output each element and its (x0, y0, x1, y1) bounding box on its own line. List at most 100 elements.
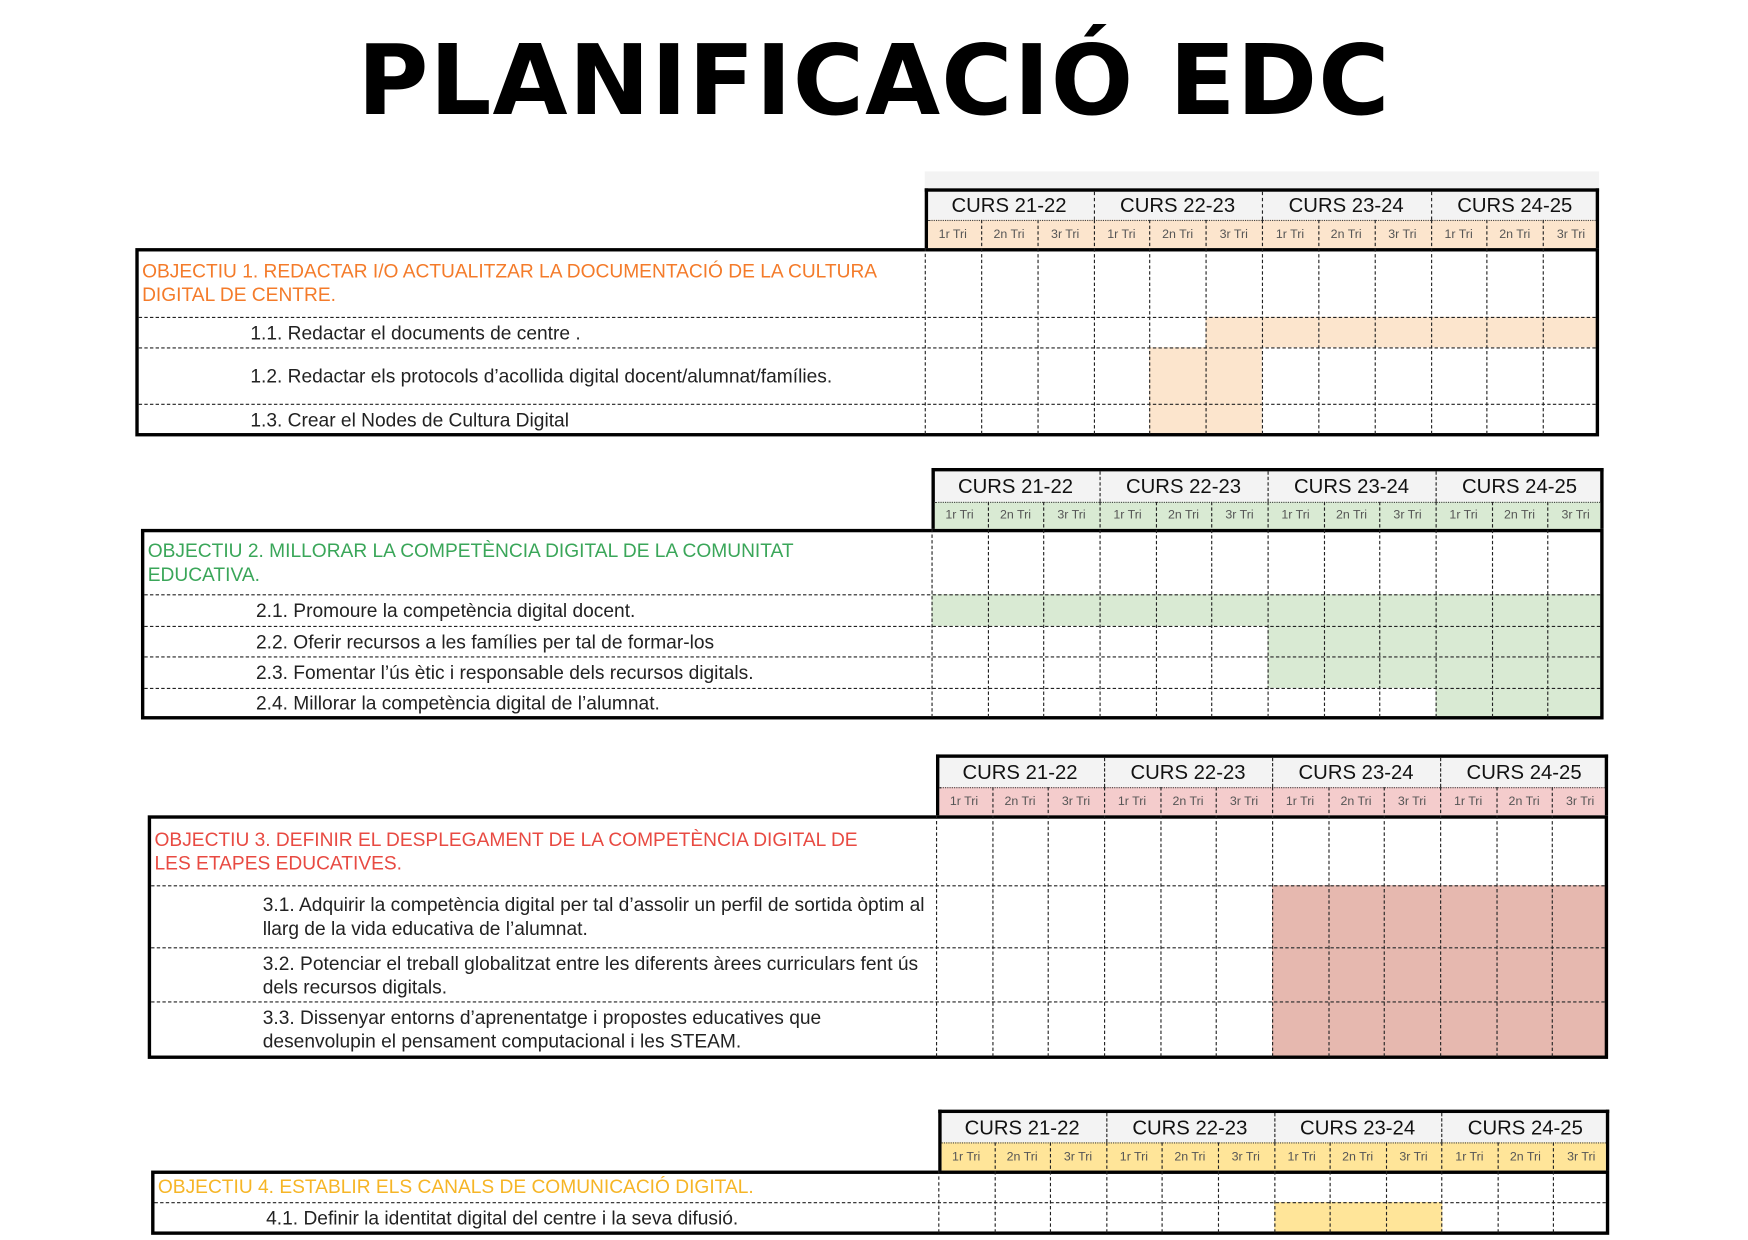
objective-title: OBJECTIU 2. MILLORAR LA COMPETÈNCIA DIGI… (147, 539, 794, 585)
trimester-label: 3r Tri (1225, 508, 1254, 523)
column-divider (1217, 1142, 1219, 1233)
action-item: 4.1. Definir la identitat digital del ce… (266, 1207, 739, 1229)
schedule-cell-active (1323, 594, 1381, 626)
action-item: 2.4. Millorar la competència digital de … (255, 692, 660, 714)
course-label: CURS 21-22 (964, 1115, 1080, 1139)
divider (1272, 757, 1274, 788)
row-divider (151, 885, 1605, 887)
page-title: PLANIFICACIÓ EDC (357, 24, 1391, 138)
divider (1104, 757, 1106, 788)
row-divider (144, 656, 1601, 658)
trimester-label: 3r Tri (1063, 1149, 1093, 1164)
schedule-cell-active (1272, 1001, 1329, 1057)
schedule-cell-active (1384, 885, 1441, 948)
trimester-label: 3r Tri (1393, 508, 1422, 523)
column-divider (1205, 219, 1207, 435)
action-item: 2.1. Promoure la competència digital doc… (255, 599, 636, 622)
schedule-cell-active (1205, 403, 1263, 435)
course-label: CURS 23-24 (1288, 193, 1404, 217)
trimester-label: 3r Tri (1051, 227, 1080, 241)
trimester-label: 2n Tri (1330, 227, 1362, 241)
column-divider (1267, 501, 1269, 718)
schedule-cell-active (1384, 947, 1441, 1002)
row-divider (144, 687, 1601, 690)
schedule-cell-active (1547, 656, 1605, 688)
schedule-cell-active (1491, 656, 1549, 688)
schedule-cell-active (1491, 594, 1549, 626)
column-divider (1272, 787, 1274, 1057)
trimester-label: 2n Tri (1504, 508, 1536, 523)
schedule-cell-active (1328, 1001, 1385, 1057)
column-divider (987, 501, 989, 718)
column-divider (1099, 501, 1101, 718)
column-divider (1104, 787, 1106, 1057)
trimester-label: 3r Tri (1231, 1149, 1260, 1164)
trimester-label: 1r Tri (1455, 1149, 1484, 1164)
objective-title: OBJECTIU 4. ESTABLIR ELS CANALS DE COMUN… (157, 1176, 754, 1198)
divider (1441, 1113, 1443, 1143)
divider (1435, 471, 1437, 502)
trimester-label: 2n Tri (1342, 1149, 1374, 1164)
column-divider (1105, 1142, 1108, 1233)
trimester-label: 2n Tri (1004, 794, 1036, 808)
action-item: 3.2. Potenciar el treball globalitzat en… (262, 952, 919, 998)
schedule-cell-active (1491, 687, 1549, 718)
schedule-cell-active (1496, 947, 1553, 1002)
column-divider (935, 815, 938, 1057)
row-divider (151, 947, 1605, 949)
course-label: CURS 21-22 (951, 193, 1067, 217)
divider (1093, 191, 1095, 220)
schedule-cell-active (1374, 316, 1432, 348)
row-divider (144, 625, 1601, 628)
course-label: CURS 23-24 (1298, 760, 1414, 784)
course-label: CURS 22-23 (1120, 193, 1236, 217)
objective-body (135, 248, 1600, 437)
row-divider (138, 316, 1596, 319)
schedule-cell-active (1272, 885, 1329, 948)
column-divider (994, 1142, 996, 1233)
schedule-cell-active (1430, 316, 1488, 348)
column-divider (1050, 1142, 1052, 1233)
trimester-label: 1r Tri (1117, 794, 1147, 808)
divider (1099, 471, 1101, 502)
divider (1430, 191, 1432, 220)
trimester-label: 1r Tri (1275, 227, 1305, 241)
trimester-label: 1r Tri (1113, 508, 1142, 523)
action-item: 3.1. Adquirir la competència digital per… (262, 894, 925, 940)
trimester-label: 2n Tri (993, 227, 1025, 241)
schedule-cell-active (1435, 625, 1493, 657)
column-divider (1329, 1142, 1331, 1233)
schedule-cell-active (1149, 403, 1207, 435)
course-label: CURS 21-22 (962, 760, 1078, 784)
trimester-label: 1r Tri (1281, 508, 1310, 523)
column-divider (1435, 501, 1437, 718)
schedule-cell-active (1552, 1001, 1609, 1057)
divider (1440, 757, 1442, 788)
row-divider (144, 594, 1601, 596)
trimester-label: 1r Tri (952, 1149, 981, 1164)
schedule-cell-active (1496, 885, 1553, 948)
schedule-cell-active (1267, 625, 1325, 657)
action-item: 1.3. Crear el Nodes de Cultura Digital (250, 408, 569, 431)
column-divider (1318, 219, 1320, 435)
schedule-cell-active (1267, 656, 1325, 688)
column-divider (1384, 787, 1386, 1057)
schedule-cell-active (1328, 885, 1385, 948)
trimester-label: 1r Tri (1119, 1149, 1149, 1164)
column-divider (1496, 787, 1498, 1057)
schedule-cell-active (1491, 625, 1549, 657)
schedule-cell-active (1552, 885, 1609, 948)
course-label: CURS 22-23 (1132, 1115, 1248, 1139)
trimester-label: 1r Tri (1285, 794, 1315, 808)
schedule-cell-active (1205, 347, 1263, 404)
trimester-label: 1r Tri (938, 227, 967, 241)
schedule-cell-active (1261, 316, 1319, 348)
trimester-label: 1r Tri (1453, 794, 1483, 808)
course-label: CURS 22-23 (1130, 760, 1246, 784)
trimester-label: 2n Tri (999, 508, 1031, 523)
schedule-cell-active (1272, 947, 1329, 1002)
trimester-label: 3r Tri (1556, 227, 1586, 241)
column-divider (980, 219, 983, 435)
